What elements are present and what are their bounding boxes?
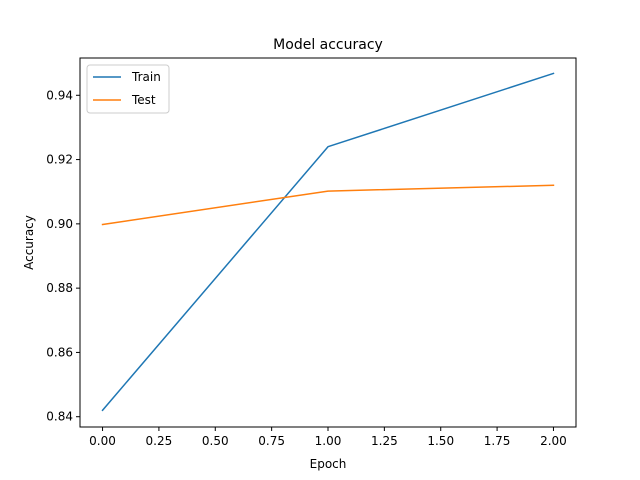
legend: Train Test [86, 64, 170, 114]
plot-frame [79, 57, 577, 428]
x-tick-label: 1.00 [315, 434, 342, 448]
x-tick-label: 1.75 [484, 434, 511, 448]
series-line-train [101, 72, 555, 412]
y-axis-label: Accuracy [22, 215, 36, 270]
legend-label-test: Test [131, 93, 156, 107]
y-tick-label: 0.90 [46, 217, 73, 231]
x-tick-label: 1.25 [371, 434, 398, 448]
x-axis-label: Epoch [310, 457, 347, 471]
y-tick-label: 0.86 [46, 345, 73, 359]
y-tick-label: 0.94 [46, 88, 73, 102]
series-line-test [101, 184, 555, 226]
y-axis-ticks: 0.84 0.86 0.88 0.90 0.92 0.94 [46, 88, 80, 424]
chart-title: Model accuracy [273, 37, 383, 53]
y-tick-label: 0.92 [46, 153, 73, 167]
legend-label-train: Train [131, 70, 161, 84]
x-tick-label: 0.50 [202, 434, 229, 448]
x-tick-label: 0.25 [146, 434, 173, 448]
x-tick-label: 1.50 [427, 434, 454, 448]
y-tick-label: 0.84 [46, 410, 73, 424]
series-layer [101, 72, 555, 412]
y-tick-label: 0.88 [46, 281, 73, 295]
x-axis-ticks: 0.00 0.25 0.50 0.75 1.00 1.25 1.50 1.75 2.00 [89, 427, 567, 448]
x-tick-label: 0.75 [258, 434, 285, 448]
x-tick-label: 2.00 [540, 434, 567, 448]
x-tick-label: 0.00 [89, 434, 116, 448]
